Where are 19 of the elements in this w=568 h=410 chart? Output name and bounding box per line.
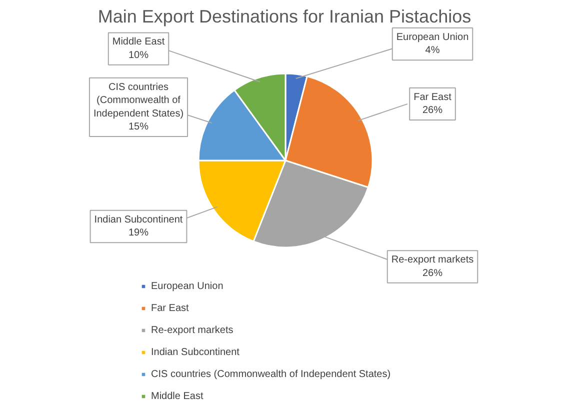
legend-label: Middle East [151,390,204,402]
slice-label: Indian Subcontinent [94,214,183,226]
data-label: 26% [422,268,443,279]
slice-label: Re-export markets [391,254,474,266]
data-label: 26% [422,105,443,116]
legend-label: European Union [151,280,224,292]
data-label: 10% [128,50,149,61]
data-label: 4% [425,45,440,56]
data-label: 19% [128,228,149,239]
slice-label: Middle East [112,36,165,48]
slice-label: Far East [414,92,452,103]
data-label: 15% [128,121,149,132]
slice-label: CIS countries (Commonwealth of Independent States) [93,82,184,120]
legend-label: CIS countries (Commonwealth of Independent States) [151,368,391,380]
chart-title: Main Export Destinations for Iranian Pistachios [98,6,472,26]
slice-label: European Union [396,32,469,43]
legend-label: Indian Subcontinent [151,346,240,358]
legend-label: Re-export markets [151,324,234,336]
legend-label: Far East [151,302,189,314]
